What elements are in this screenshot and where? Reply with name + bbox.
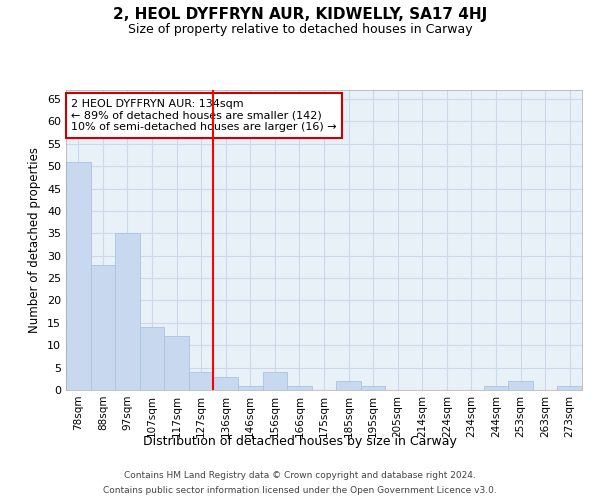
Bar bbox=[557, 386, 582, 390]
Bar bbox=[91, 264, 115, 390]
Bar bbox=[361, 386, 385, 390]
Bar bbox=[238, 386, 263, 390]
Bar bbox=[66, 162, 91, 390]
Bar bbox=[508, 381, 533, 390]
Text: Distribution of detached houses by size in Carway: Distribution of detached houses by size … bbox=[143, 435, 457, 448]
Bar bbox=[115, 234, 140, 390]
Bar bbox=[287, 386, 312, 390]
Text: Contains HM Land Registry data © Crown copyright and database right 2024.: Contains HM Land Registry data © Crown c… bbox=[124, 471, 476, 480]
Bar bbox=[140, 328, 164, 390]
Bar bbox=[214, 376, 238, 390]
Bar bbox=[189, 372, 214, 390]
Text: 2, HEOL DYFFRYN AUR, KIDWELLY, SA17 4HJ: 2, HEOL DYFFRYN AUR, KIDWELLY, SA17 4HJ bbox=[113, 8, 487, 22]
Y-axis label: Number of detached properties: Number of detached properties bbox=[28, 147, 41, 333]
Bar bbox=[164, 336, 189, 390]
Text: Size of property relative to detached houses in Carway: Size of property relative to detached ho… bbox=[128, 22, 472, 36]
Bar bbox=[336, 381, 361, 390]
Bar bbox=[263, 372, 287, 390]
Bar bbox=[484, 386, 508, 390]
Text: Contains public sector information licensed under the Open Government Licence v3: Contains public sector information licen… bbox=[103, 486, 497, 495]
Text: 2 HEOL DYFFRYN AUR: 134sqm
← 89% of detached houses are smaller (142)
10% of sem: 2 HEOL DYFFRYN AUR: 134sqm ← 89% of deta… bbox=[71, 99, 337, 132]
